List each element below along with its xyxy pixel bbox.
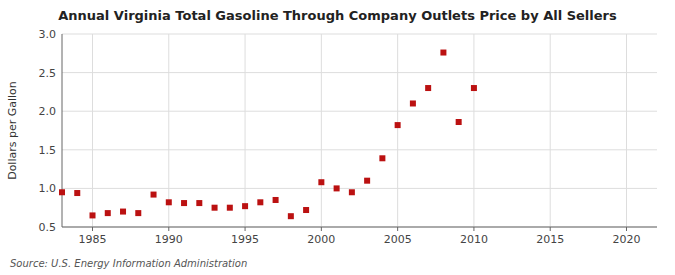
y-axis-line: [62, 34, 63, 227]
x-axis-line: [62, 227, 657, 228]
grid: [62, 34, 657, 227]
x-tick: [245, 227, 246, 231]
point: [181, 200, 187, 206]
x-grid-line: [473, 34, 474, 227]
y-grid-line: [62, 188, 657, 189]
y-grid-line: [62, 149, 657, 150]
point: [166, 199, 172, 205]
x-tick-label: 1995: [231, 233, 259, 246]
y-tick-label: 3.0: [39, 28, 57, 41]
x-tick-label: 1990: [155, 233, 183, 246]
x-grid-line: [321, 34, 322, 227]
point: [212, 205, 218, 211]
point: [288, 213, 294, 219]
source-note: Source: U.S. Energy Information Administ…: [10, 258, 247, 269]
y-grid-line: [62, 111, 657, 112]
point: [303, 207, 309, 213]
point: [257, 199, 263, 205]
y-tick-label: 2.5: [39, 67, 57, 80]
x-tick-label: 2010: [460, 233, 488, 246]
x-tick: [550, 227, 551, 231]
point: [120, 209, 126, 215]
x-tick: [397, 227, 398, 231]
point: [440, 50, 446, 56]
point: [364, 178, 370, 184]
x-tick-label: 2020: [612, 233, 640, 246]
axes: 0.5 1.0 1.5 2.0 2.5 3.0 1985 1990 1995 2000 2005 20…: [39, 28, 658, 246]
y-tick-label: 0.5: [39, 221, 57, 234]
x-grid-line: [550, 34, 551, 227]
x-grid-line: [92, 34, 93, 227]
point: [456, 119, 462, 125]
x-grid-line: [397, 34, 398, 227]
x-tick-label: 2000: [307, 233, 335, 246]
point: [242, 203, 248, 209]
point: [273, 197, 279, 203]
point: [59, 189, 65, 195]
x-grid-line: [168, 34, 169, 227]
x-tick-label: 2015: [536, 233, 564, 246]
x-tick-label: 2005: [384, 233, 412, 246]
x-grid-line: [626, 34, 627, 227]
point: [74, 190, 80, 196]
title: Annual Virginia Total Gasoline Through C…: [58, 8, 617, 23]
point: [349, 189, 355, 195]
point: [395, 122, 401, 128]
point: [379, 155, 385, 161]
x-tick: [321, 227, 322, 231]
y-tick-label: 1.5: [39, 144, 57, 157]
point: [471, 85, 477, 91]
x-tick-label: 1985: [79, 233, 107, 246]
y-grid-line: [62, 72, 657, 73]
point: [425, 85, 431, 91]
chart: 0.5 1.0 1.5 2.0 2.5 3.0 1985 1990 1995 2000 2005 20…: [0, 0, 675, 275]
point: [196, 200, 202, 206]
point: [90, 212, 96, 218]
x-grid-line: [245, 34, 246, 227]
y-grid-line: [62, 34, 657, 35]
y-axis-label: Dollars per Gallon: [6, 81, 19, 180]
point: [318, 179, 324, 185]
x-tick: [168, 227, 169, 231]
y-tick-label: 2.0: [39, 105, 57, 118]
point: [135, 210, 141, 216]
y-grid-line: [62, 227, 657, 228]
point: [105, 210, 111, 216]
x-tick: [626, 227, 627, 231]
points: [59, 50, 477, 220]
point: [334, 185, 340, 191]
point: [410, 100, 416, 106]
y-tick-label: 1.0: [39, 182, 57, 195]
x-tick: [92, 227, 93, 231]
point: [227, 205, 233, 211]
x-tick: [473, 227, 474, 231]
point: [151, 192, 157, 198]
